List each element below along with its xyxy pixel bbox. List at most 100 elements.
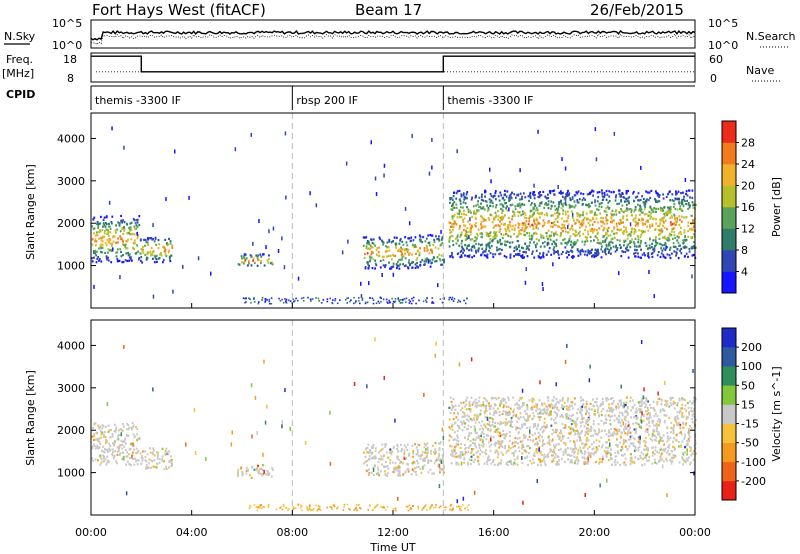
- data-cell: [380, 458, 382, 461]
- data-cell: [252, 241, 254, 246]
- data-cell: [492, 396, 495, 400]
- data-cell: [553, 249, 556, 253]
- data-cell: [579, 436, 582, 439]
- data-cell: [244, 301, 246, 304]
- data-cell: [614, 459, 617, 462]
- data-cell: [114, 440, 116, 443]
- data-cell: [611, 397, 614, 400]
- data-cell: [529, 193, 531, 196]
- data-cell: [480, 215, 482, 218]
- data-cell: [163, 468, 166, 471]
- data-cell: [162, 261, 164, 264]
- data-cell: [524, 234, 526, 237]
- data-cell: [381, 458, 384, 461]
- data-cell: [473, 400, 476, 403]
- data-cell: [94, 252, 97, 255]
- data-cell: [563, 220, 565, 223]
- data-cell: [610, 220, 612, 224]
- data-cell: [366, 301, 369, 304]
- data-cell: [537, 227, 540, 230]
- data-cell: [658, 225, 661, 228]
- data-cell: [448, 221, 451, 224]
- data-cell: [556, 413, 559, 416]
- data-cell: [538, 399, 541, 402]
- data-cell: [678, 445, 680, 448]
- data-cell: [536, 208, 539, 212]
- data-cell: [451, 403, 454, 407]
- data-cell: [465, 193, 468, 196]
- data-cell: [256, 256, 259, 259]
- data-cell: [678, 431, 681, 434]
- data-cell: [136, 221, 139, 224]
- data-cell: [620, 399, 622, 402]
- data-cell: [513, 227, 516, 230]
- data-cell: [475, 251, 477, 254]
- data-cell: [368, 241, 370, 245]
- data-cell: [608, 452, 610, 455]
- data-cell: [668, 207, 671, 210]
- data-cell: [165, 467, 168, 471]
- data-cell: [618, 189, 620, 192]
- data-cell: [429, 233, 432, 237]
- data-cell: [451, 240, 454, 243]
- data-cell: [364, 267, 367, 270]
- data-cell: [647, 449, 649, 452]
- data-cell: [496, 249, 498, 252]
- data-cell: [610, 216, 613, 219]
- data-cell: [101, 427, 104, 430]
- data-cell: [658, 451, 661, 454]
- data-cell: [548, 443, 551, 446]
- data-cell: [93, 232, 95, 235]
- data-cell: [492, 205, 494, 208]
- data-cell: [637, 255, 640, 258]
- data-cell: [638, 404, 641, 407]
- data-cell: [462, 420, 465, 423]
- colorbar-segment: [722, 185, 736, 208]
- data-cell: [690, 454, 693, 457]
- data-cell: [556, 462, 559, 465]
- data-cell: [642, 201, 645, 204]
- data-cell: [679, 249, 681, 252]
- data-cell: [678, 411, 681, 415]
- data-cell: [557, 185, 559, 189]
- data-cell: [410, 302, 413, 305]
- data-cell: [136, 250, 139, 253]
- data-cell: [638, 440, 641, 443]
- data-cell: [666, 211, 668, 214]
- data-cell: [479, 244, 482, 247]
- data-cell: [653, 434, 656, 437]
- data-cell: [403, 456, 405, 459]
- data-cell: [517, 222, 520, 225]
- data-cell: [95, 438, 98, 441]
- data-cell: [508, 420, 510, 423]
- data-cell: [599, 457, 601, 461]
- data-cell: [637, 224, 639, 227]
- data-cell: [375, 456, 377, 459]
- data-cell: [488, 420, 491, 423]
- data-cell: [285, 300, 287, 302]
- data-cell: [568, 414, 571, 417]
- data-cell: [359, 302, 361, 305]
- data-cell: [627, 256, 630, 259]
- data-cell: [467, 427, 469, 431]
- data-cell: [622, 401, 625, 405]
- data-cell: [573, 206, 576, 209]
- data-cell: [614, 455, 617, 458]
- data-cell: [91, 225, 93, 228]
- data-cell: [604, 251, 606, 254]
- data-cell: [362, 244, 365, 247]
- data-cell: [480, 438, 483, 441]
- data-cell: [640, 416, 643, 419]
- data-cell: [518, 437, 521, 440]
- data-cell: [513, 454, 515, 457]
- data-cell: [649, 226, 651, 229]
- data-cell: [683, 229, 686, 232]
- data-cell: [516, 455, 519, 458]
- data-cell: [481, 193, 483, 196]
- data-cell: [315, 297, 317, 299]
- data-cell: [605, 243, 608, 246]
- data-cell: [126, 232, 129, 235]
- data-cell: [460, 242, 463, 245]
- data-cell: [566, 194, 569, 198]
